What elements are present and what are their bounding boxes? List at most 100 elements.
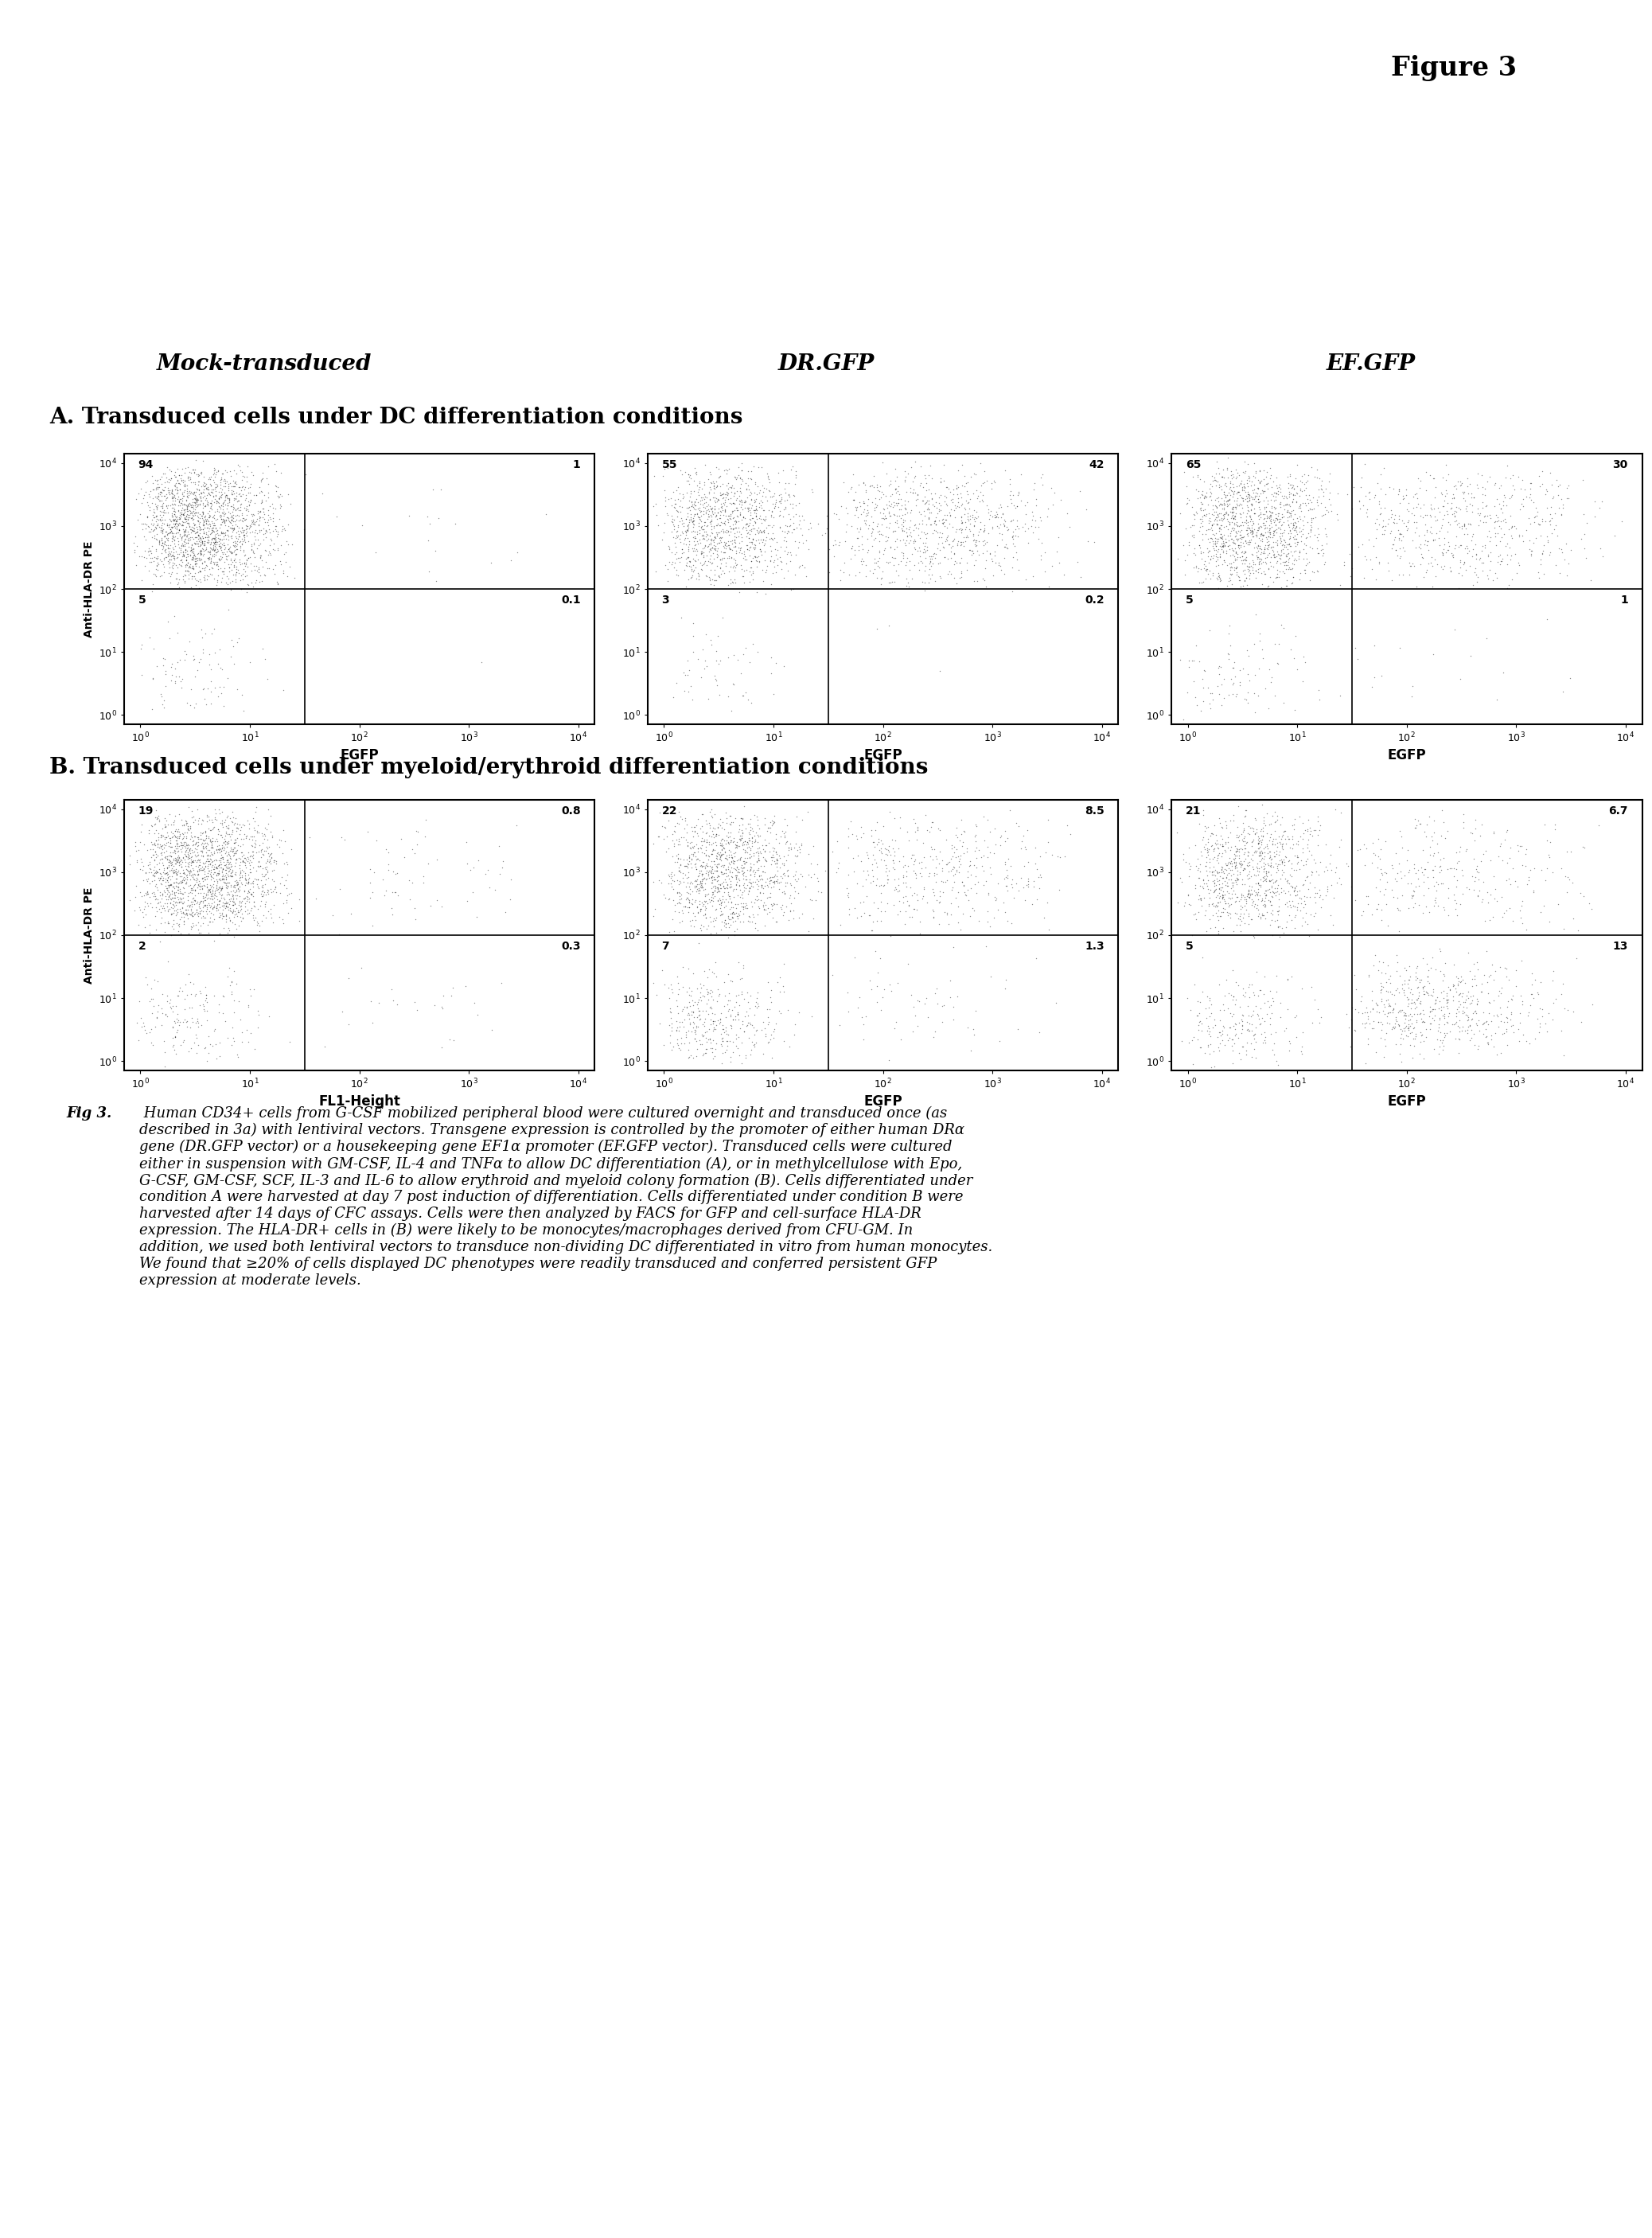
Point: [676, 457, 702, 492]
Point: [1373, 1016, 1399, 1052]
Point: [691, 510, 717, 546]
Point: [1350, 893, 1376, 929]
Point: [160, 875, 187, 911]
Point: [1389, 557, 1416, 593]
Point: [1274, 544, 1300, 580]
Point: [177, 519, 203, 555]
Point: [646, 819, 672, 855]
Point: [1222, 837, 1249, 873]
Point: [735, 902, 762, 938]
Point: [1257, 501, 1284, 537]
Point: [183, 481, 210, 517]
Point: [1246, 871, 1272, 906]
Point: [187, 841, 213, 877]
Point: [1224, 474, 1251, 510]
Point: [1274, 991, 1300, 1027]
Point: [1439, 1007, 1465, 1043]
Point: [1019, 515, 1046, 551]
Point: [755, 548, 781, 584]
Point: [695, 521, 722, 557]
Point: [220, 477, 246, 513]
Point: [1292, 526, 1318, 562]
Point: [712, 850, 738, 886]
Point: [1464, 1007, 1490, 1043]
Point: [892, 497, 919, 533]
Point: [213, 844, 240, 880]
Point: [748, 868, 775, 904]
Point: [1431, 958, 1457, 994]
Point: [216, 891, 243, 927]
Point: [836, 819, 862, 855]
Point: [1284, 524, 1310, 560]
Point: [1256, 519, 1282, 555]
Point: [687, 508, 714, 544]
Point: [144, 1000, 170, 1036]
Point: [1229, 888, 1256, 924]
Point: [1432, 535, 1459, 571]
Point: [1219, 504, 1246, 539]
Point: [681, 546, 707, 582]
Point: [700, 528, 727, 564]
Point: [1353, 492, 1379, 528]
Point: [169, 504, 195, 539]
Point: [144, 994, 170, 1029]
Point: [259, 551, 286, 586]
Point: [727, 497, 753, 533]
Point: [1252, 1018, 1279, 1054]
Point: [923, 499, 950, 535]
Point: [230, 562, 256, 598]
Point: [666, 1005, 692, 1041]
Point: [957, 513, 983, 548]
Point: [182, 526, 208, 562]
Point: [170, 515, 197, 551]
Point: [872, 499, 899, 535]
Point: [147, 859, 173, 895]
Point: [1403, 1018, 1429, 1054]
Point: [1307, 812, 1333, 848]
Point: [755, 1025, 781, 1061]
Point: [1244, 875, 1270, 911]
Point: [147, 875, 173, 911]
Point: [175, 508, 202, 544]
Point: [925, 492, 952, 528]
Point: [651, 1027, 677, 1063]
Point: [1518, 533, 1545, 568]
Point: [681, 528, 707, 564]
Point: [717, 470, 743, 506]
Point: [1568, 875, 1594, 911]
Point: [725, 1029, 752, 1065]
Point: [742, 490, 768, 526]
Point: [1477, 958, 1503, 994]
Point: [228, 859, 254, 895]
Point: [363, 824, 390, 859]
Point: [195, 539, 221, 575]
Point: [1234, 862, 1260, 897]
Point: [661, 1029, 687, 1065]
Point: [200, 457, 226, 492]
Point: [654, 803, 681, 839]
Point: [1242, 553, 1269, 589]
Point: [139, 824, 165, 859]
Point: [732, 824, 758, 859]
Point: [187, 528, 213, 564]
Point: [187, 488, 213, 524]
Point: [197, 535, 223, 571]
Point: [173, 537, 200, 573]
Point: [221, 533, 248, 568]
Point: [720, 844, 747, 880]
Point: [677, 548, 704, 584]
Point: [134, 875, 160, 911]
Point: [940, 848, 966, 884]
Point: [667, 1025, 694, 1061]
Point: [173, 857, 200, 893]
Point: [173, 1005, 200, 1041]
Point: [202, 801, 228, 837]
Point: [1513, 479, 1540, 515]
Point: [180, 841, 206, 877]
Point: [1267, 542, 1294, 577]
Point: [915, 483, 942, 519]
Point: [203, 486, 230, 521]
Point: [197, 544, 223, 580]
Point: [200, 521, 226, 557]
Point: [160, 880, 187, 915]
